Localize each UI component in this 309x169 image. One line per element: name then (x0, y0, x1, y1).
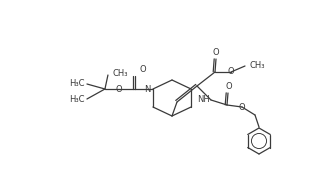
Text: O: O (116, 84, 122, 93)
Text: H₃C: H₃C (70, 79, 85, 89)
Text: O: O (226, 82, 232, 91)
Text: O: O (228, 67, 234, 77)
Text: NH: NH (197, 95, 210, 104)
Text: O: O (140, 65, 146, 74)
Text: O: O (213, 48, 219, 57)
Text: CH₃: CH₃ (249, 61, 265, 69)
Text: N: N (145, 84, 151, 93)
Text: O: O (239, 103, 245, 112)
Text: H₃C: H₃C (70, 94, 85, 103)
Text: CH₃: CH₃ (113, 69, 129, 78)
